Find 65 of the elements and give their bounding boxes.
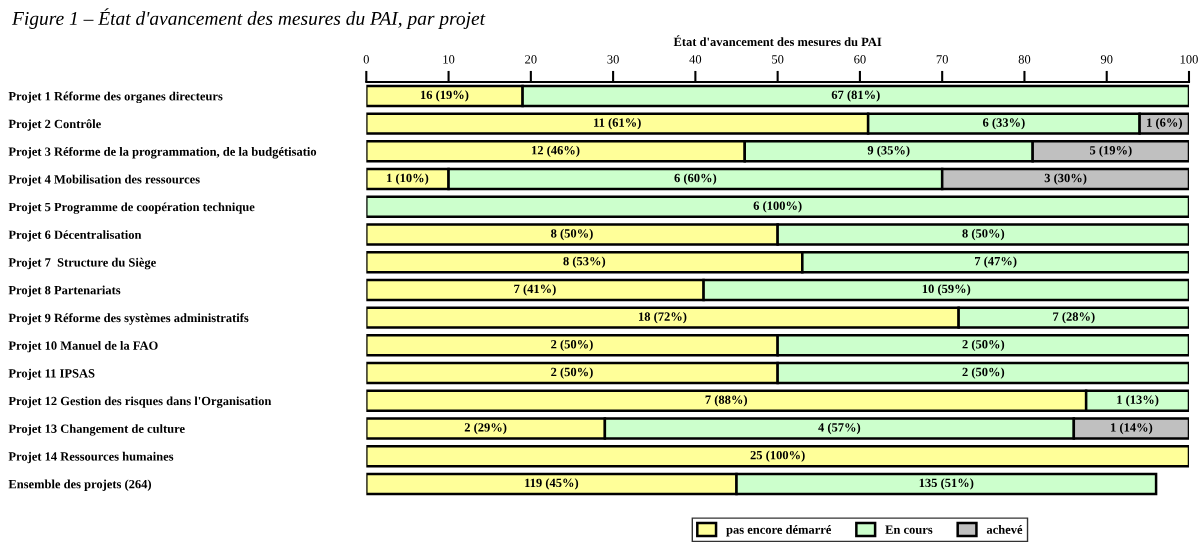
data-label: 6 (60%) [674, 173, 717, 185]
data-label: 1 (14%) [1111, 422, 1153, 435]
y-tick-label: Projet 6 Décentralisation [8, 230, 142, 242]
data-label: 8 (50%) [962, 228, 1005, 241]
x-tick-label: 70 [936, 55, 948, 64]
legend-label: pas encore démarré [726, 525, 832, 537]
data-label: 10 (59%) [922, 284, 971, 296]
x-tick-label: 20 [525, 55, 537, 64]
y-tick-label: Projet 8 Partenariats [8, 285, 121, 297]
y-tick-label: Projet 12 Gestion des risques dans l'Organisation [8, 396, 272, 408]
bar [366, 195, 1189, 218]
x-tick-label: 10 [443, 55, 455, 64]
data-label: 2 (29%) [464, 422, 507, 435]
data-label: 3 (30%) [1044, 173, 1087, 185]
y-tick-label: Projet 10 Manuel de la FAO [8, 341, 158, 353]
x-tick-label: 100 [1180, 55, 1198, 64]
data-label: 119 (45%) [525, 478, 579, 490]
y-tick-label: Projet 1 Réforme des organes directeurs [8, 91, 223, 104]
data-label: 1 (10%) [387, 173, 429, 185]
legend-label: En cours [885, 525, 933, 534]
data-label: 18 (72%) [639, 311, 687, 324]
data-label: 16 (19%) [420, 90, 469, 102]
y-tick-label: Projet 13 Changement de culture [8, 424, 185, 436]
data-label: 7 (41%) [514, 284, 556, 296]
data-label: 67 (81%) [831, 90, 880, 102]
data-label: 25 (100%) [750, 450, 805, 462]
data-label: 7 (28%) [1053, 311, 1095, 324]
data-label: 2 (50%) [551, 339, 593, 352]
x-tick-label: 80 [1018, 55, 1031, 64]
data-label: 4 (57%) [818, 422, 861, 435]
data-label: 12 (46%) [532, 145, 580, 157]
data-label: 2 (50%) [551, 367, 593, 379]
data-label: 1 (6%) [1147, 117, 1182, 130]
data-label: 8 (50%) [551, 228, 593, 241]
data-label: 7 (47%) [975, 256, 1017, 268]
y-tick-label: Projet 14 Ressources humaines [8, 451, 174, 464]
caption: Figure 1 – État d'avancement des mesures du PAI, par projet [11, 8, 486, 29]
y-tick-label: Projet 7 Structure du Siège [8, 257, 156, 270]
y-tick-label: Projet 3 Réforme de la programmation, de la budgétisatio [8, 146, 317, 159]
data-label: 8 (53%) [563, 256, 606, 268]
y-tick-label: Projet 2 Contrôle [8, 119, 101, 131]
y-tick-label: Projet 9 Réforme des systèmes administratifs [8, 313, 249, 325]
y-tick-label: Projet 4 Mobilisation des ressources [8, 174, 200, 187]
x-tick-label: 40 [689, 55, 702, 64]
data-label: 9 (35%) [867, 145, 910, 157]
x-tick-label: 0 [363, 55, 369, 64]
y-tick-label: Ensemble des projets (264) [8, 479, 152, 491]
y-tick-label: Projet 11 IPSAS [8, 368, 95, 381]
data-label: 1 (13%) [1117, 395, 1159, 407]
data-label: 11 (61%) [594, 117, 641, 130]
y-tick-label: Projet 5 Programme de coopération technique [8, 202, 255, 214]
data-label: 7 (88%) [705, 395, 748, 407]
bar [366, 444, 1189, 468]
data-label: 6 (100%) [753, 201, 802, 213]
x-tick-label: 90 [1100, 55, 1113, 64]
legend-label: achevé [986, 525, 1023, 534]
x-tick-label: 50 [772, 55, 784, 64]
x-tick-label: 60 [854, 55, 866, 64]
data-label: 2 (50%) [962, 339, 1005, 352]
x-tick-label: 30 [607, 55, 619, 64]
data-label: 6 (33%) [982, 117, 1025, 130]
chart-title: État d'avancement des mesures du PAI [673, 35, 882, 47]
data-label: 5 (19%) [1089, 145, 1132, 157]
data-label: 2 (50%) [962, 367, 1005, 379]
data-label: 135 (51%) [919, 478, 974, 490]
